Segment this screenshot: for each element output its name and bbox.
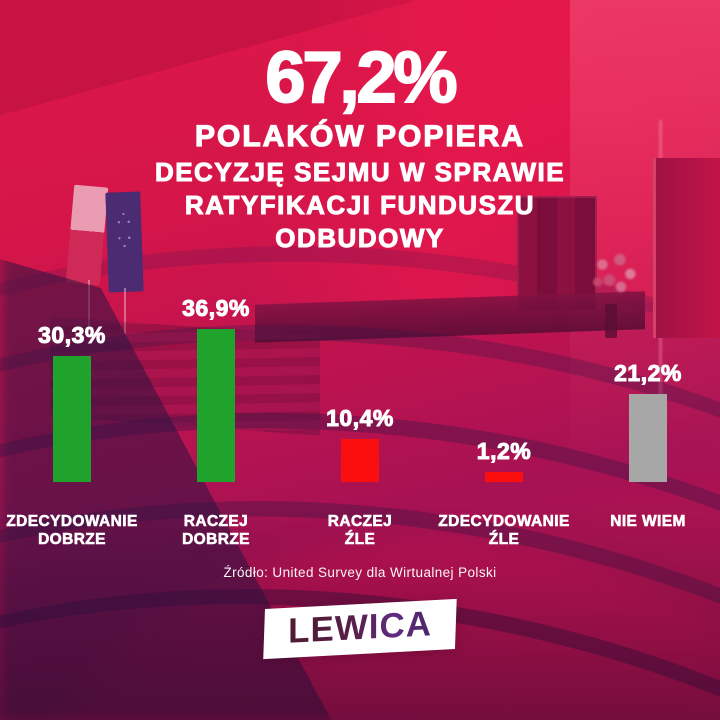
bar-category-label: ZDECYDOWANIE ŹLE (438, 513, 570, 549)
bar-column: 10,4% RACZEJ ŹLE (288, 0, 432, 550)
headline-line-2: DECYZJĘ SEJMU W SPRAWIE (154, 157, 566, 188)
bar (53, 356, 91, 482)
bar-value-label: 10,4% (326, 405, 394, 432)
bar-category-label: RACZEJ ŹLE (327, 513, 393, 549)
bar-value-label: 1,2% (476, 438, 532, 465)
bar-column: 36,9% RACZEJ DOBRZE (144, 0, 288, 550)
bar (485, 472, 523, 482)
headline-percentage: 67,2% (264, 38, 458, 118)
bar-column: 1,2% ZDECYDOWANIE ŹLE (432, 0, 576, 550)
headline-line-4: ODBUDOWY (275, 223, 445, 254)
headline-block: 67,2% POLAKÓW POPIERA DECYZJĘ SEJMU W SP… (0, 38, 720, 254)
source-note: Źródło: United Survey dla Wirtualnej Pol… (223, 565, 497, 580)
bar-value-label: 36,9% (182, 295, 250, 322)
bar (341, 439, 379, 482)
headline-line-1: POLAKÓW POPIERA (194, 120, 525, 154)
bar-zone: 30,3% (38, 0, 106, 482)
bar-chart: 30,3% ZDECYDOWANIE DOBRZE 36,9% RACZEJ D… (0, 0, 720, 550)
bar-value-label: 21,2% (614, 360, 682, 387)
bar (629, 394, 667, 482)
bar-column: 30,3% ZDECYDOWANIE DOBRZE (0, 0, 144, 550)
bar-zone: 36,9% (182, 0, 250, 482)
bar-zone: 1,2% (476, 0, 532, 482)
lewica-logo: LEWICA (263, 598, 457, 660)
bar-category-label: ZDECYDOWANIE DOBRZE (6, 513, 138, 549)
bar-column: 21,2% NIE WIEM (576, 0, 720, 550)
bar-category-label: RACZEJ DOBRZE (182, 513, 250, 549)
lewica-logo-text: LEWICA (288, 604, 432, 651)
bar-category-label: NIE WIEM (610, 513, 686, 531)
headline-line-3: RATYFIKACJI FUNDUSZU (184, 190, 536, 221)
bar-zone: 10,4% (326, 0, 394, 482)
bar-value-label: 30,3% (38, 322, 106, 349)
bar-zone: 21,2% (614, 0, 682, 482)
bar (197, 329, 235, 482)
